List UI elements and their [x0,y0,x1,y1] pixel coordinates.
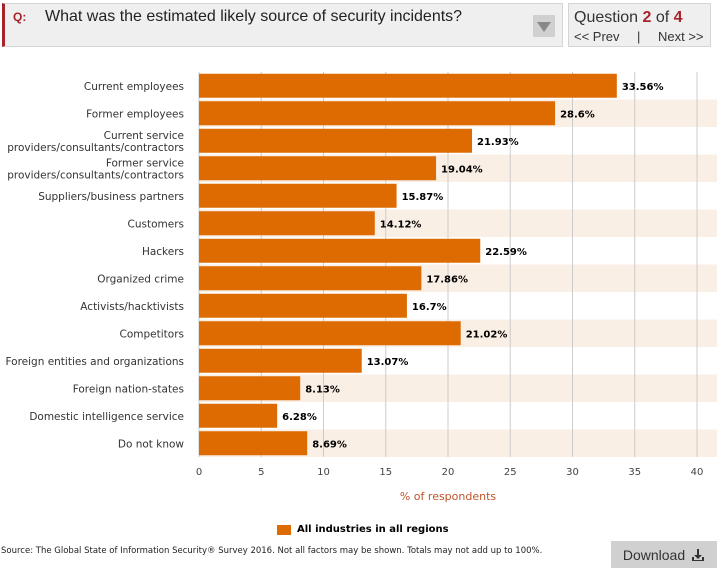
bar [199,431,308,456]
category-label: Former employees [86,108,184,120]
legend-swatch [277,524,291,535]
x-tick-label: 40 [691,467,704,478]
category-label: Former service providers/consultants/cont… [7,157,184,181]
bar [199,348,362,373]
data-label: 21.93% [477,137,519,148]
x-tick-label: 25 [504,467,517,478]
bar [199,403,278,428]
data-label: 15.87% [402,192,444,203]
x-tick-label: 20 [442,467,455,478]
category-label: Customers [128,218,184,230]
x-axis-label: % of respondents [400,490,497,503]
bar [199,73,617,98]
next-link[interactable]: Next >> [658,29,704,44]
data-label: 28.6% [560,109,595,120]
download-icon [692,548,705,561]
data-label: 21.02% [466,329,508,340]
download-button[interactable]: Download [611,541,717,568]
question-box: Q: What was the estimated likely source … [2,3,563,47]
bar [199,321,461,346]
category-label: Suppliers/business partners [38,191,184,203]
prev-link[interactable]: << Prev [574,29,620,44]
bar [199,156,437,181]
bar [199,376,301,401]
category-label: Current service providers/consultants/con… [7,130,184,154]
category-label: Organized crime [97,273,184,285]
legend-label: All industries in all regions [297,524,449,535]
bar [199,183,397,208]
bar [199,128,473,153]
category-label: Hackers [142,246,184,258]
data-label: 22.59% [485,247,527,258]
data-label: 6.28% [282,412,317,423]
question-text: What was the estimated likely source of … [45,8,463,25]
question-nav: Question 2 of 4 << Prev | Next >> [568,3,711,47]
question-label: Q: [13,10,27,24]
data-label: 19.04% [441,164,483,175]
data-label: 33.56% [622,82,664,93]
bar [199,238,481,263]
data-label: 8.69% [312,439,347,450]
bar [199,293,407,318]
data-label: 16.7% [412,302,447,313]
bar [199,211,375,236]
category-label: Foreign entities and organizations [5,356,184,368]
x-tick-label: 15 [379,467,392,478]
nav-separator: | [637,29,641,44]
x-tick-label: 5 [258,467,264,478]
data-label: 17.86% [426,274,468,285]
question-counter: Question 2 of 4 [574,9,683,26]
legend: All industries in all regions [277,524,449,535]
question-dropdown-button[interactable] [533,15,555,37]
category-label: Domestic intelligence service [29,411,184,423]
category-label: Activists/hacktivists [80,301,184,313]
source-note: Source: The Global State of Information … [1,546,543,556]
bar-chart: 0 5 10 15 20 25 30 35 40 % of respondents 33.56% Cu… [5,72,717,503]
data-label: 14.12% [380,219,422,230]
x-tick-label: 10 [317,467,330,478]
bar [199,101,556,126]
x-tick-label: 35 [628,467,641,478]
bar [199,266,422,291]
x-tick-label: 30 [566,467,579,478]
category-label: Competitors [120,328,184,340]
download-label: Download [622,546,686,563]
category-label: Foreign nation-states [73,383,184,395]
data-label: 13.07% [367,357,409,368]
category-label: Do not know [118,438,185,450]
category-label: Current employees [84,81,184,93]
x-tick-label: 0 [196,467,202,478]
data-label: 8.13% [305,384,340,395]
